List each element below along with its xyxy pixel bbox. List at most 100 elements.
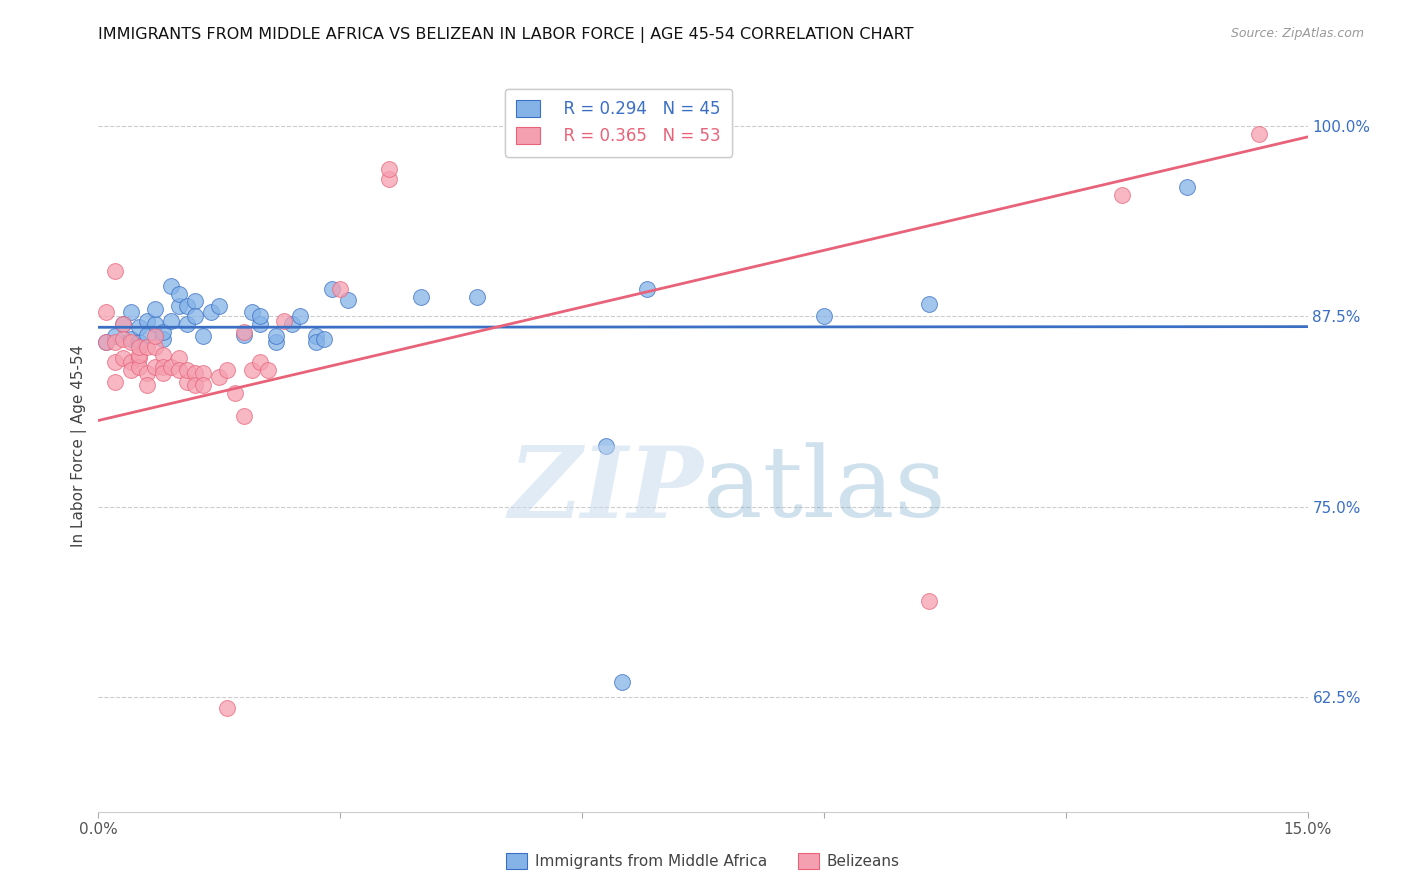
Point [612, 675, 634, 690]
Point [249, 355, 271, 369]
Point [224, 385, 246, 400]
Point [128, 320, 150, 334]
Point [152, 332, 174, 346]
Text: ZIP: ZIP [508, 442, 703, 538]
Point [273, 314, 295, 328]
Point [377, 172, 399, 186]
Point [135, 327, 157, 342]
Point [128, 335, 150, 350]
Point [167, 351, 190, 365]
Point [176, 299, 198, 313]
Point [193, 378, 215, 392]
Point [240, 363, 263, 377]
Point [120, 355, 142, 369]
Point [595, 439, 617, 453]
Point [305, 335, 328, 350]
Text: atlas: atlas [703, 442, 946, 538]
Point [128, 351, 150, 365]
Point [465, 290, 488, 304]
Point [1249, 127, 1271, 141]
Point [152, 366, 174, 380]
Point [200, 305, 222, 319]
Point [152, 325, 174, 339]
Point [167, 363, 190, 377]
Point [152, 359, 174, 374]
Point [128, 359, 150, 374]
Point [176, 375, 198, 389]
Point [636, 119, 658, 133]
Point [128, 340, 150, 354]
Point [135, 366, 157, 380]
Point [256, 363, 278, 377]
Point [232, 409, 254, 423]
Point [184, 294, 207, 309]
Point [143, 301, 166, 316]
Point [1175, 180, 1198, 194]
Point [264, 335, 287, 350]
Point [135, 314, 157, 328]
Point [281, 317, 304, 331]
Point [135, 340, 157, 354]
Point [176, 317, 198, 331]
Point [184, 366, 207, 380]
Point [288, 310, 311, 324]
Point [103, 335, 125, 350]
Point [329, 282, 352, 296]
Point [120, 305, 142, 319]
Point [143, 317, 166, 331]
Point [249, 317, 271, 331]
Point [636, 119, 658, 133]
Point [143, 329, 166, 343]
Point [103, 355, 125, 369]
Legend: Immigrants from Middle Africa, Belizeans: Immigrants from Middle Africa, Belizeans [501, 847, 905, 875]
Point [321, 282, 343, 296]
Point [143, 359, 166, 374]
Point [184, 378, 207, 392]
Point [111, 332, 134, 346]
Point [409, 290, 432, 304]
Point [249, 310, 271, 324]
Point [208, 370, 231, 384]
Point [232, 325, 254, 339]
Point [96, 335, 118, 350]
Text: IMMIGRANTS FROM MIDDLE AFRICA VS BELIZEAN IN LABOR FORCE | AGE 45-54 CORRELATION: IMMIGRANTS FROM MIDDLE AFRICA VS BELIZEA… [98, 27, 914, 43]
Point [120, 332, 142, 346]
Point [167, 299, 190, 313]
Point [176, 363, 198, 377]
Point [96, 335, 118, 350]
Point [217, 701, 239, 715]
Y-axis label: In Labor Force | Age 45-54: In Labor Force | Age 45-54 [72, 345, 87, 547]
Point [167, 286, 190, 301]
Point [636, 282, 658, 296]
Point [193, 329, 215, 343]
Point [208, 299, 231, 313]
Point [240, 305, 263, 319]
Point [813, 310, 835, 324]
Point [918, 297, 941, 311]
Point [264, 329, 287, 343]
Point [160, 279, 183, 293]
Point [337, 293, 360, 307]
Point [103, 264, 125, 278]
Point [120, 363, 142, 377]
Point [184, 310, 207, 324]
Point [160, 359, 183, 374]
Point [111, 351, 134, 365]
Legend:   R = 0.294   N = 45,   R = 0.365   N = 53: R = 0.294 N = 45, R = 0.365 N = 53 [505, 88, 733, 157]
Point [135, 378, 157, 392]
Text: Source: ZipAtlas.com: Source: ZipAtlas.com [1230, 27, 1364, 40]
Point [111, 317, 134, 331]
Point [111, 317, 134, 331]
Point [96, 305, 118, 319]
Point [152, 348, 174, 362]
Point [128, 348, 150, 362]
Point [918, 594, 941, 608]
Point [143, 340, 166, 354]
Point [217, 363, 239, 377]
Point [120, 335, 142, 350]
Point [103, 329, 125, 343]
Point [193, 366, 215, 380]
Point [160, 314, 183, 328]
Point [1111, 187, 1133, 202]
Point [377, 161, 399, 176]
